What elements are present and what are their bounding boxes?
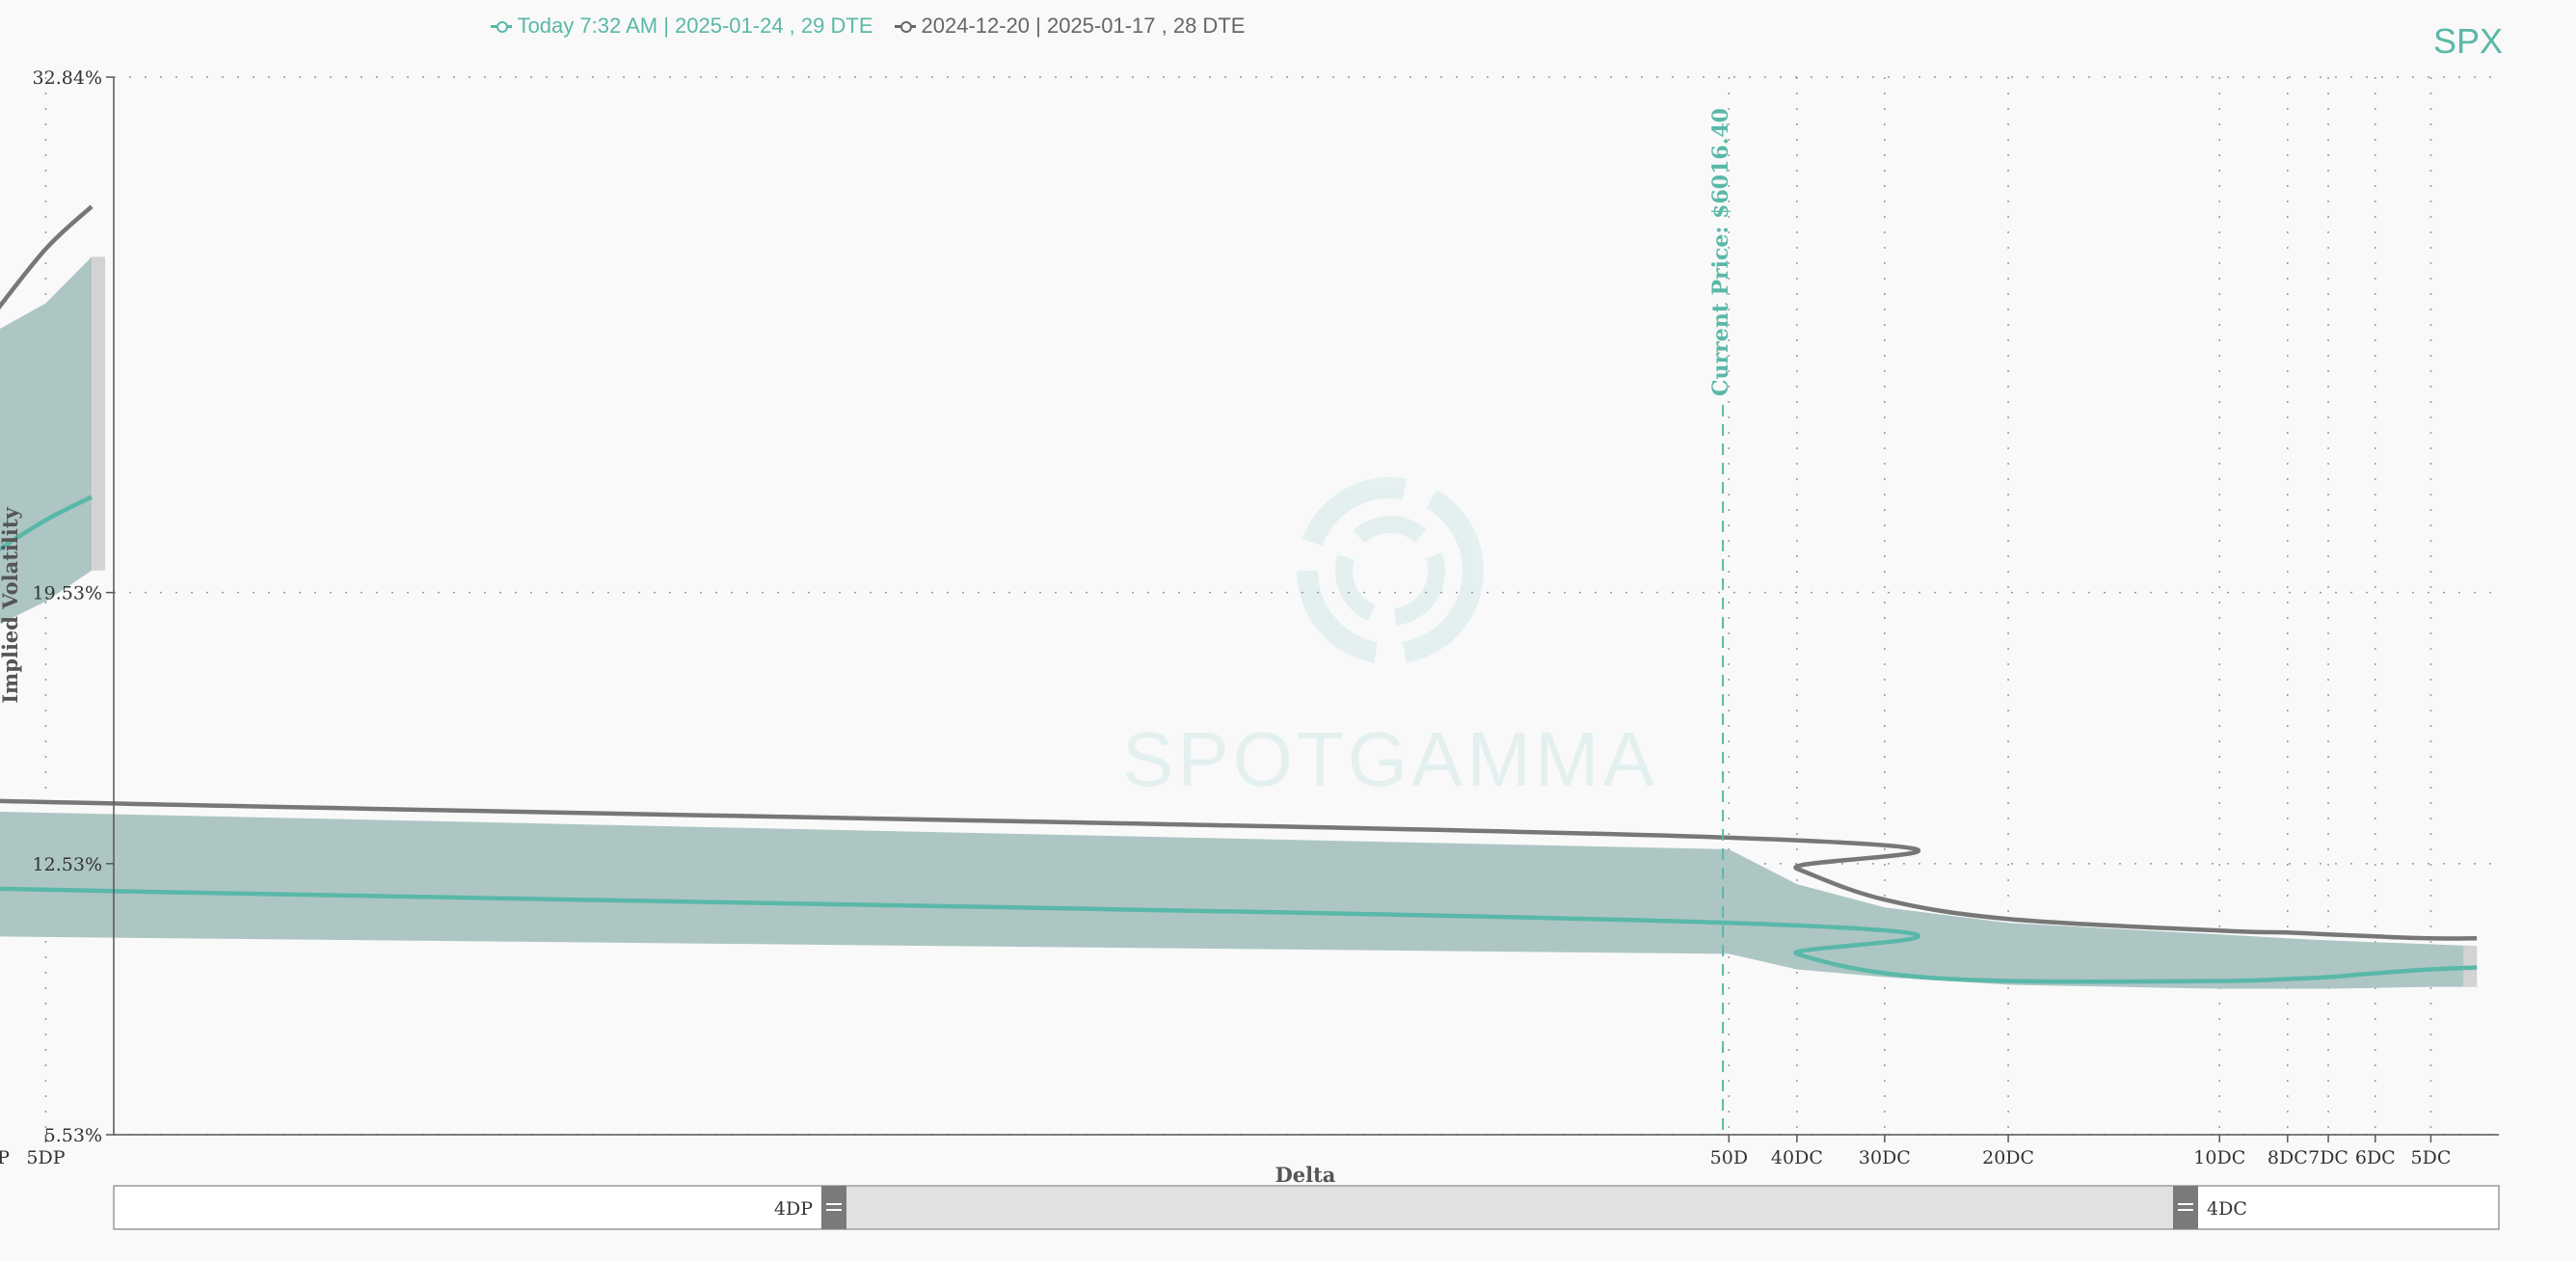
- legend-line-marker-icon: [490, 19, 512, 33]
- navigator-left-label: 4DP: [774, 1198, 813, 1220]
- x-axis-title: Delta: [1275, 1163, 1336, 1187]
- legend-item-today[interactable]: Today 7:32 AM | 2025-01-24 , 29 DTE: [490, 13, 873, 39]
- x-tick-label: 8DC: [2267, 1147, 2308, 1168]
- x-tick-label: 7DC: [2308, 1147, 2348, 1168]
- x-tick-label: 10DC: [2193, 1147, 2245, 1168]
- x-tick-label: 30DC: [1859, 1147, 1911, 1168]
- x-tick-label: 6DC: [2355, 1147, 2396, 1168]
- band-left-cap: [92, 256, 106, 571]
- series-today-line: [0, 495, 2478, 984]
- lines-layer: [0, 204, 2478, 984]
- y-tick-label: 19.53%: [33, 583, 102, 604]
- legend-label-previous: 2024-12-20 | 2025-01-17 , 28 DTE: [921, 13, 1246, 38]
- x-tick-label: 5DC: [2411, 1147, 2452, 1168]
- legend-line-marker-icon: [894, 19, 916, 33]
- y-tick-label: 5.53%: [44, 1125, 102, 1146]
- legend-item-previous[interactable]: 2024-12-20 | 2025-01-17 , 28 DTE: [894, 13, 1246, 39]
- y-tick-label: 32.84%: [33, 67, 102, 89]
- range-navigator[interactable]: 4DP 4DC: [113, 1185, 2500, 1230]
- watermark-text: SPOTGAMMA: [1122, 716, 1658, 802]
- x-tick-label: 5DP: [26, 1147, 65, 1168]
- series-previous-line: [0, 204, 2478, 941]
- legend-label-today: Today 7:32 AM | 2025-01-24 , 29 DTE: [517, 13, 873, 38]
- legend: Today 7:32 AM | 2025-01-24 , 29 DTE 2024…: [0, 13, 1735, 39]
- navigator-right-label: 4DC: [2207, 1198, 2247, 1220]
- spotgamma-watermark: SPOTGAMMA: [1122, 477, 1658, 802]
- x-tick-label: 40DC: [1771, 1147, 1823, 1168]
- current-price-label: Current Price: $6016.40: [1708, 108, 1733, 396]
- x-tick-label: 20DC: [1982, 1147, 2034, 1168]
- navigator-selection[interactable]: [834, 1187, 2174, 1228]
- x-tick-label: 50D: [1710, 1147, 1748, 1168]
- y-tick-label: 12.53%: [33, 854, 102, 875]
- navigator-left-handle[interactable]: [821, 1186, 846, 1229]
- y-axis-title: Implied Volatility: [0, 506, 22, 703]
- iv-range-band: [0, 256, 2478, 989]
- axes: 32.84%19.53%12.53%5.53%5DP6DP7DP8DP9DP10…: [0, 67, 2499, 1168]
- band-layer: [0, 256, 2478, 989]
- ticker-symbol: SPX: [2432, 21, 2503, 61]
- current-price-marker: Current Price: $6016.40: [1708, 108, 1733, 1135]
- x-tick-label: 6DP: [0, 1147, 10, 1168]
- navigator-right-handle[interactable]: [2173, 1186, 2198, 1229]
